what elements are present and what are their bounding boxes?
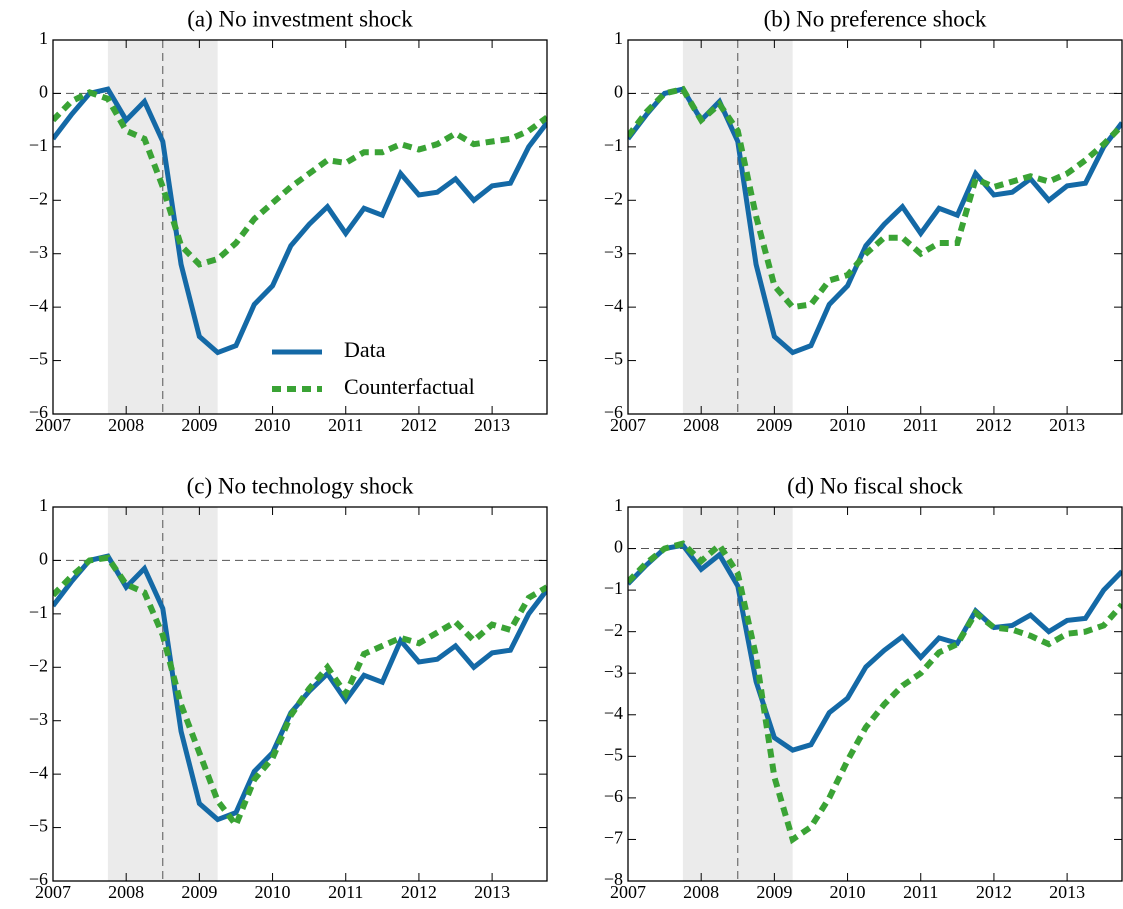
legend-label: Counterfactual [344,374,475,399]
y-tick-label: −1 [29,135,48,155]
panel: (b) No preference shock −6 −5 −4 −3 −2 −1 0 1 200… [604,6,1123,435]
y-tick-label: −4 [29,762,48,782]
y-tick-label: −1 [604,135,623,155]
x-tick-label: 2007 [610,415,646,435]
y-tick-label: −2 [604,188,623,208]
y-tick-label: −3 [29,242,48,262]
y-tick-label: 1 [39,28,48,48]
y-tick-label: −4 [604,703,623,723]
x-tick-label: 2009 [181,415,217,435]
y-tick-label: −4 [29,295,48,315]
x-tick-label: 2012 [401,882,437,902]
y-tick-label: −6 [604,786,623,806]
axes-frame [627,39,1123,415]
panel-title: (a) No investment shock [187,6,413,31]
x-tick-label: 2011 [328,415,363,435]
y-tick-label: −3 [604,661,623,681]
series-line [53,89,547,268]
y-tick-label: −5 [604,349,623,369]
y-tick-label: 0 [614,82,623,102]
x-tick-label: 2013 [1049,882,1085,902]
panel: (a) No investment shock −6 −5 −4 −3 −2 −1 0 1 200… [29,6,548,435]
x-tick-label: 2012 [976,415,1012,435]
x-tick-label: 2013 [474,415,510,435]
y-tick-label: 1 [614,495,623,515]
series-line [628,85,1122,311]
x-tick-label: 2011 [328,882,363,902]
x-tick-label: 2010 [255,415,291,435]
y-tick-label: −6 [604,402,623,422]
y-tick-label: −2 [29,655,48,675]
y-tick-label: 0 [39,82,48,102]
panel-title: (c) No technology shock [187,473,414,498]
axes-frame [52,39,548,415]
x-tick-label: 2007 [610,882,646,902]
y-tick-label: −5 [604,744,623,764]
y-tick-label: 1 [39,495,48,515]
series-group [628,85,1122,356]
series-line [53,86,547,356]
y-tick-label: −6 [29,402,48,422]
panel: (c) No technology shock −6 −5 −4 −3 −2 −1 0 1 200… [29,473,548,902]
x-tick-label: 2010 [830,415,866,435]
x-tick-label: 2009 [756,882,792,902]
x-tick-label: 2013 [1049,415,1085,435]
axes-frame [627,506,1123,882]
x-tick-label: 2007 [35,415,71,435]
axes-frame [52,506,548,882]
x-tick-label: 2011 [903,415,938,435]
x-tick-label: 2013 [474,882,510,902]
y-tick-label: −6 [29,869,48,889]
panel-title: (b) No preference shock [764,6,987,31]
legend-label: Data [344,337,386,362]
y-tick-label: −5 [29,816,48,836]
x-tick-label: 2008 [108,415,144,435]
x-tick-label: 2008 [683,415,719,435]
x-tick-label: 2012 [976,882,1012,902]
y-tick-label: −3 [29,709,48,729]
y-tick-label: −4 [604,295,623,315]
y-tick-label: −1 [29,602,48,622]
y-tick-label: 0 [614,537,623,557]
series-group [53,86,547,356]
y-tick-label: −2 [29,188,48,208]
panel-title: (d) No fiscal shock [787,473,963,498]
x-tick-label: 2008 [683,882,719,902]
y-tick-label: −2 [604,620,623,640]
y-tick-label: −3 [604,242,623,262]
x-tick-label: 2009 [181,882,217,902]
series-line [628,540,1122,845]
x-tick-label: 2011 [903,882,938,902]
y-tick-label: −8 [604,869,623,889]
x-tick-label: 2008 [108,882,144,902]
x-tick-label: 2007 [35,882,71,902]
x-tick-label: 2012 [401,415,437,435]
y-tick-label: 1 [614,28,623,48]
x-tick-label: 2009 [756,415,792,435]
series-line [53,554,547,831]
y-tick-label: −7 [604,828,623,848]
y-tick-label: −5 [29,349,48,369]
panel: (d) No fiscal shock −8 −7 −6 −5 −4 −3 −2 −1 0 1 200… [604,473,1123,902]
series-group [53,553,547,831]
x-tick-label: 2010 [255,882,291,902]
series-line [628,542,1122,753]
y-tick-label: −1 [604,578,623,598]
y-tick-label: 0 [39,549,48,569]
series-group [628,540,1122,845]
x-tick-label: 2010 [830,882,866,902]
